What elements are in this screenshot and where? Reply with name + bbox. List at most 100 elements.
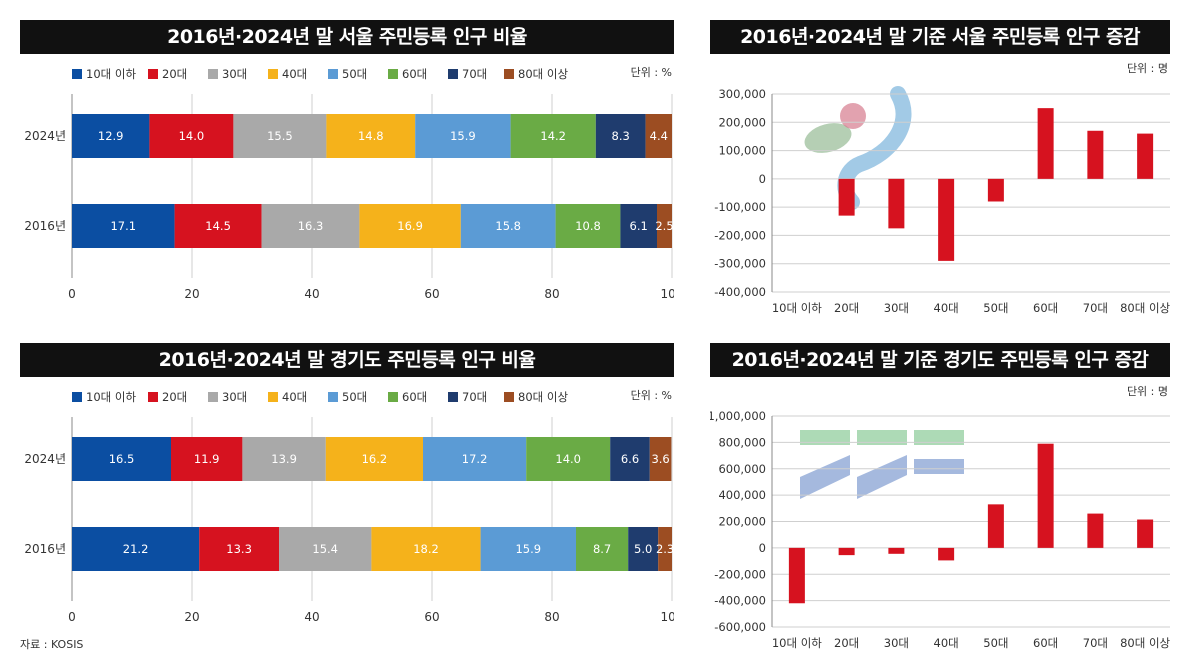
legend-swatch xyxy=(448,392,458,402)
data-label: 6.6 xyxy=(621,452,639,466)
x-tick-label: 70대 xyxy=(1083,636,1108,650)
bar-segment xyxy=(510,114,596,158)
data-label: 2.5 xyxy=(655,219,673,233)
emblem-slash-icon xyxy=(800,455,850,499)
chart-title: 2016년·2024년 말 기준 경기도 주민등록 인구 증감 xyxy=(710,343,1170,377)
x-tick-label: 20대 xyxy=(834,301,859,315)
chart-title: 2016년·2024년 말 서울 주민등록 인구 비율 xyxy=(20,20,674,54)
bar xyxy=(1037,443,1054,548)
legend-label: 80대 이상 xyxy=(518,67,568,81)
data-label: 2.3 xyxy=(656,542,674,556)
unit-label: 단위 : % xyxy=(631,66,672,79)
chart-title: 2016년·2024년 말 경기도 주민등록 인구 비율 xyxy=(20,343,674,377)
data-label: 12.9 xyxy=(98,129,124,143)
bar-segment xyxy=(261,204,360,248)
x-tick-label: 50대 xyxy=(983,636,1008,650)
y-tick-label: 600,000 xyxy=(718,462,766,476)
legend-swatch xyxy=(388,392,398,402)
legend-swatch xyxy=(448,69,458,79)
data-label: 16.2 xyxy=(362,452,388,466)
x-tick-label: 10대 이하 xyxy=(772,301,822,315)
y-tick-label: -200,000 xyxy=(714,567,766,581)
x-tick-label: 60 xyxy=(424,610,439,624)
data-label: 14.0 xyxy=(179,129,205,143)
y-tick-label: -400,000 xyxy=(714,594,766,608)
data-label: 13.3 xyxy=(226,542,252,556)
data-label: 10.8 xyxy=(575,219,601,233)
y-tick-label: -100,000 xyxy=(714,200,766,214)
legend-swatch xyxy=(148,69,158,79)
y-tick-label: 300,000 xyxy=(718,87,766,101)
x-tick-label: 40대 xyxy=(934,301,959,315)
x-tick-label: 80 xyxy=(544,287,559,301)
legend-swatch xyxy=(148,392,158,402)
y-tick-label: 200,000 xyxy=(718,115,766,129)
legend-label: 60대 xyxy=(402,67,427,81)
bar-segment xyxy=(649,437,672,481)
x-tick-label: 40 xyxy=(304,610,319,624)
data-label: 15.9 xyxy=(450,129,476,143)
data-label: 8.3 xyxy=(612,129,630,143)
legend-swatch xyxy=(504,69,514,79)
y-tick-label: -200,000 xyxy=(714,228,766,242)
bar-segment xyxy=(658,527,672,571)
x-tick-label: 60대 xyxy=(1033,301,1058,315)
data-label: 16.3 xyxy=(298,219,324,233)
bar xyxy=(1137,519,1154,548)
data-label: 14.5 xyxy=(205,219,231,233)
bar-segment xyxy=(72,437,171,481)
bar-segment xyxy=(171,437,243,481)
bar-segment xyxy=(242,437,326,481)
data-label: 4.4 xyxy=(650,129,668,143)
data-label: 6.1 xyxy=(630,219,648,233)
bar-segment xyxy=(415,114,511,158)
y-tick-label: -400,000 xyxy=(714,285,766,299)
bar-segment xyxy=(610,437,650,481)
legend-swatch xyxy=(268,69,278,79)
bar-segment xyxy=(233,114,327,158)
bar-segment xyxy=(149,114,234,158)
bar-segment xyxy=(371,527,481,571)
x-tick-label: 60 xyxy=(424,287,439,301)
y-tick-label: -300,000 xyxy=(714,257,766,271)
data-label: 13.9 xyxy=(271,452,297,466)
bar-segment xyxy=(174,204,262,248)
y-tick-label: 800,000 xyxy=(718,435,766,449)
legend-label: 70대 xyxy=(462,67,487,81)
unit-label: 단위 : 명 xyxy=(1127,62,1168,75)
category-label: 2024년 xyxy=(24,452,66,466)
data-label: 17.2 xyxy=(462,452,488,466)
data-label: 16.9 xyxy=(397,219,423,233)
bar-segment xyxy=(326,114,416,158)
unit-label: 단위 : 명 xyxy=(1127,385,1168,398)
seoul-composition-panel: 2016년·2024년 말 서울 주민등록 인구 비율 10대 이하 20대 30대… xyxy=(20,20,674,310)
legend-label: 20대 xyxy=(162,390,187,404)
bar-segment xyxy=(576,527,629,571)
gyeonggi-change-panel: 2016년·2024년 말 기준 경기도 주민등록 인구 증감 단위 : 명 1,… xyxy=(710,343,1171,650)
data-label: 21.2 xyxy=(123,542,149,556)
bar-segment xyxy=(72,114,150,158)
y-tick-label: 100,000 xyxy=(718,144,766,158)
data-label: 18.2 xyxy=(413,542,439,556)
bar-segment xyxy=(460,204,556,248)
x-tick-label: 50대 xyxy=(983,301,1008,315)
x-tick-label: 60대 xyxy=(1033,636,1058,650)
x-tick-label: 80대 이상 xyxy=(1120,636,1170,650)
emblem-stripe-icon xyxy=(914,430,964,445)
data-label: 15.8 xyxy=(495,219,521,233)
legend-swatch xyxy=(504,392,514,402)
data-label: 11.9 xyxy=(194,452,220,466)
legend-label: 50대 xyxy=(342,67,367,81)
bar-segment xyxy=(423,437,527,481)
bar xyxy=(888,547,905,554)
bar-segment xyxy=(595,114,646,158)
x-tick-label: 80 xyxy=(544,610,559,624)
legend-swatch xyxy=(208,69,218,79)
x-tick-label: 40대 xyxy=(934,636,959,650)
data-label: 16.5 xyxy=(109,452,135,466)
legend-label: 60대 xyxy=(402,390,427,404)
bar-segment xyxy=(359,204,461,248)
y-tick-label: 400,000 xyxy=(718,488,766,502)
category-label: 2016년 xyxy=(24,219,66,233)
legend-label: 10대 이하 xyxy=(86,67,136,81)
